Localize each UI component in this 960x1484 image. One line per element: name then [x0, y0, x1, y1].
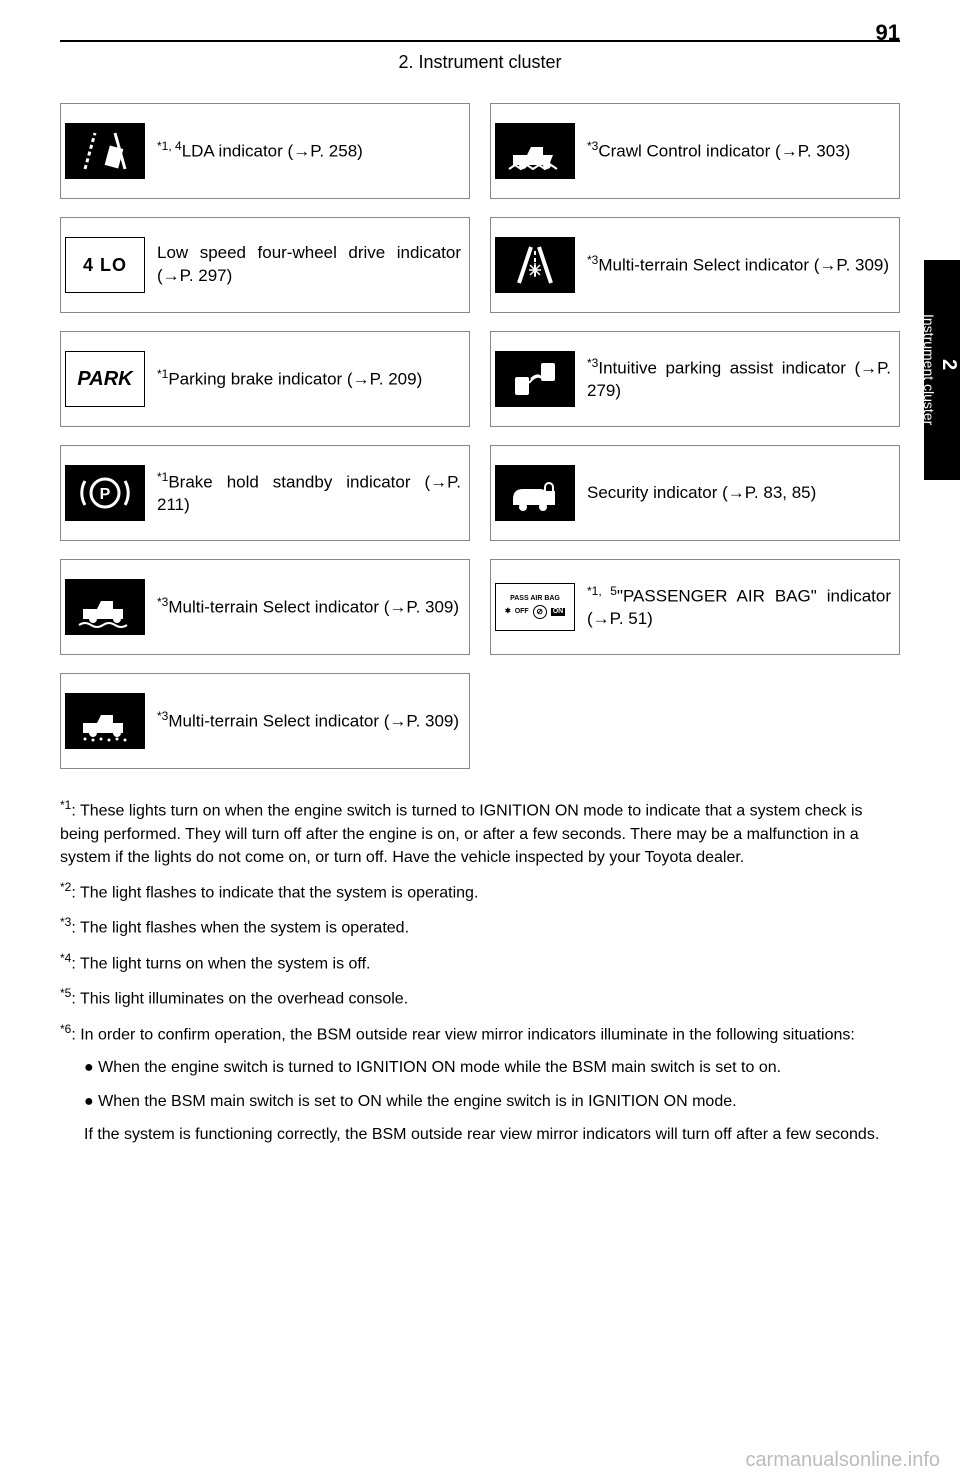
indicator-cell: Security indicator (→P. 83, 85): [490, 445, 900, 541]
indicator-cell: *3Multi-terrain Select indicator (→P. 30…: [490, 217, 900, 313]
indicator-cell: PASS AIR BAG✱OFF⊘ON*1, 5"PASSENGER AIR B…: [490, 559, 900, 655]
section-title: 2. Instrument cluster: [60, 52, 900, 73]
side-tab-text: Instrument cluster: [921, 314, 937, 425]
indicator-cell: *3Multi-terrain Select indicator (→P. 30…: [60, 559, 470, 655]
indicator-desc: *1, 5"PASSENGER AIR BAG" indicator (→P. …: [587, 583, 895, 632]
indicator-cell: P *1Brake hold standby indicator (→P. 211…: [60, 445, 470, 541]
svg-text:P: P: [100, 486, 111, 503]
indicator-cell: *3Intuitive parking assist indicator (→P…: [490, 331, 900, 427]
snow-road-icon: [495, 237, 575, 293]
indicator-cell: 4 LO Low speed four-wheel drive indicator…: [60, 217, 470, 313]
indicator-desc: *3Multi-terrain Select indicator (→P. 30…: [587, 252, 895, 278]
footnote: *6: In order to confirm operation, the B…: [60, 1021, 900, 1047]
indicator-cell: *3Crawl Control indicator (→P. 303): [490, 103, 900, 199]
indicator-desc: *1Brake hold standby indicator (→P. 211): [157, 469, 465, 518]
lda-icon: [65, 123, 145, 179]
footnote: *1: These lights turn on when the engine…: [60, 797, 900, 869]
indicator-desc: *3Crawl Control indicator (→P. 303): [587, 138, 895, 164]
indicator-desc: *3Multi-terrain Select indicator (→P. 30…: [157, 708, 465, 734]
footnote-bullet: ● When the engine switch is turned to IG…: [60, 1056, 900, 1079]
indicator-desc: *3Multi-terrain Select indicator (→P. 30…: [157, 594, 465, 620]
brake-hold-icon: P: [65, 465, 145, 521]
indicator-cell: *3Multi-terrain Select indicator (→P. 30…: [60, 673, 470, 769]
page-number: 91: [876, 20, 900, 46]
parking-assist-icon: [495, 351, 575, 407]
indicator-desc: *3Intuitive parking assist indicator (→P…: [587, 355, 895, 404]
indicator-cell: PARK *1Parking brake indicator (→P. 209): [60, 331, 470, 427]
pass-airbag-icon: PASS AIR BAG✱OFF⊘ON: [495, 583, 575, 631]
footnote-bullet: ● When the BSM main switch is set to ON …: [60, 1090, 900, 1113]
watermark: carmanualsonline.info: [745, 1449, 940, 1472]
footnote: *2: The light flashes to indicate that t…: [60, 879, 900, 905]
indicator-desc: Low speed four-wheel drive indicator (→P…: [157, 242, 465, 288]
footnote: *4: The light turns on when the system i…: [60, 950, 900, 976]
side-tab-num: 2: [937, 270, 960, 460]
truck-sand-icon: [65, 579, 145, 635]
indicator-desc: *1Parking brake indicator (→P. 209): [157, 366, 465, 392]
indicator-desc: *1, 4LDA indicator (→P. 258): [157, 138, 465, 164]
footnote-post: If the system is functioning correctly, …: [60, 1123, 900, 1146]
side-tab: 2 Instrument cluster: [924, 260, 960, 480]
truck-loose-icon: [65, 693, 145, 749]
indicator-desc: Security indicator (→P. 83, 85): [587, 482, 895, 505]
indicator-cell: *1, 4LDA indicator (→P. 258): [60, 103, 470, 199]
security-icon: [495, 465, 575, 521]
footnote: *3: The light flashes when the system is…: [60, 914, 900, 940]
4lo-icon: 4 LO: [65, 237, 145, 293]
park-icon: PARK: [65, 351, 145, 407]
footnote: *5: This light illuminates on the overhe…: [60, 985, 900, 1011]
truck-rocks-icon: [495, 123, 575, 179]
